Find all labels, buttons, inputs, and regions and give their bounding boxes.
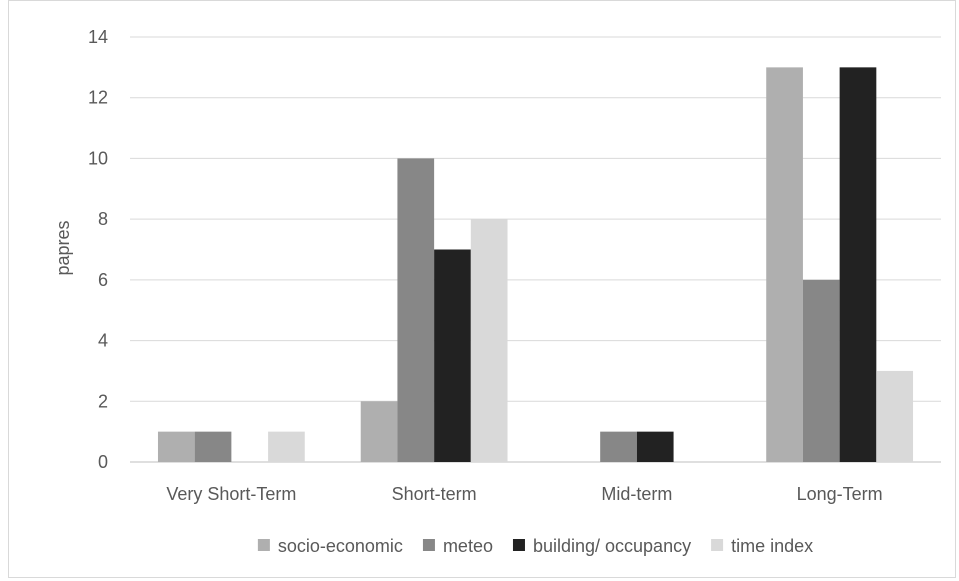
y-tick-label: 8 (98, 209, 108, 229)
y-tick-label: 10 (88, 148, 108, 168)
y-tick-label: 6 (98, 270, 108, 290)
legend-item-time-index: time index (711, 536, 813, 556)
legend-label: building/ occupancy (533, 536, 691, 556)
x-tick-label: Short-term (392, 484, 477, 504)
legend: socio-economic meteo building/ occupancy ti… (257, 536, 813, 556)
bar-building-occupancy-short-term (434, 249, 471, 462)
bar-socio-economic-long-term (766, 67, 803, 462)
y-tick-label: 4 (98, 331, 108, 351)
y-axis-label: papres (53, 220, 73, 275)
legend-item-meteo: meteo (422, 536, 493, 556)
bars (157, 67, 914, 462)
bar-time-index-very-short-term (268, 431, 305, 462)
bar-building-occupancy-mid-term (636, 431, 674, 462)
bar-time-index-short-term (470, 219, 508, 462)
bar-building-occupancy-long-term (839, 67, 877, 462)
bar-time-index-long-term (876, 370, 914, 462)
legend-swatch (512, 539, 525, 551)
x-axis-ticks: Very Short-Term Short-term Mid-term Long-Te… (166, 484, 882, 504)
legend-swatch (711, 539, 724, 551)
bar-meteo-very-short-term (194, 431, 232, 462)
bar-socio-economic-short-term (360, 401, 398, 462)
legend-swatch (257, 539, 270, 551)
y-tick-label: 14 (88, 27, 108, 47)
bar-meteo-short-term (397, 158, 435, 462)
legend-label: time index (731, 536, 813, 556)
bar-socio-economic-very-short-term (157, 431, 195, 462)
legend-label: meteo (443, 536, 493, 556)
legend-label: socio-economic (278, 536, 403, 556)
x-tick-label: Very Short-Term (166, 484, 296, 504)
bar-meteo-mid-term (600, 431, 637, 462)
legend-item-building-occupancy: building/ occupancy (512, 536, 691, 556)
legend-item-socio-economic: socio-economic (257, 536, 403, 556)
y-tick-label: 12 (88, 88, 108, 108)
bar-meteo-long-term (802, 279, 840, 462)
x-tick-label: Mid-term (601, 484, 672, 504)
y-tick-label: 0 (98, 452, 108, 472)
legend-swatch (422, 539, 435, 551)
x-tick-label: Long-Term (797, 484, 883, 504)
y-tick-label: 2 (98, 391, 108, 411)
y-axis-ticks: 0 2 4 6 8 10 12 14 (88, 27, 108, 472)
